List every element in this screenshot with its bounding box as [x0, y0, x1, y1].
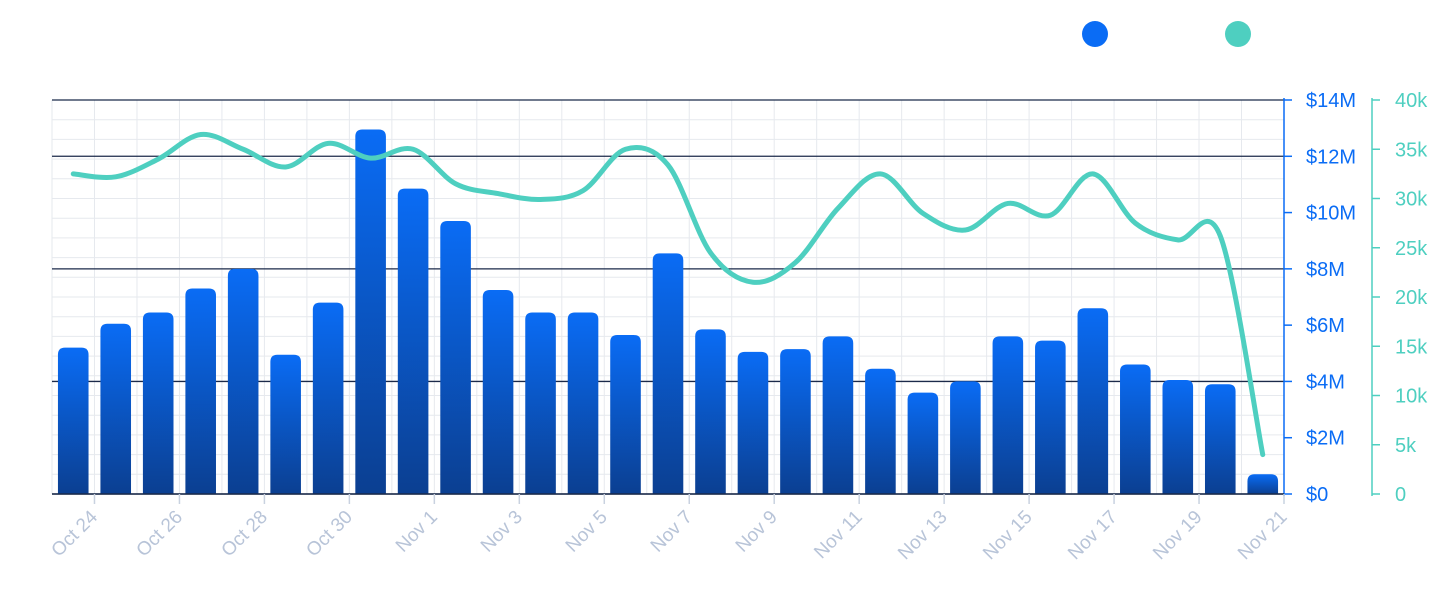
left-tick-label: $8M [1306, 259, 1345, 281]
bar[interactable] [780, 349, 811, 494]
bar[interactable] [950, 381, 981, 494]
bar[interactable] [525, 312, 556, 494]
right-tick-label: 20k [1395, 287, 1428, 309]
left-tick-label: $4M [1306, 371, 1345, 393]
bar[interactable] [1247, 474, 1279, 494]
x-axis: Oct 24 Oct 26 Oct 28 Oct 30 Nov 1 Nov 3 Nov 5 N… [48, 493, 1292, 564]
line-path[interactable] [70, 131, 1266, 458]
x-tick-label: Nov 21 [1234, 507, 1291, 564]
x-tick-label: Oct 28 [218, 507, 272, 561]
left-axis: $0 $2M $4M $6M $8M $10M $12M $14M [1283, 90, 1356, 506]
right-tick-label: 25k [1395, 238, 1428, 260]
bar[interactable] [1035, 340, 1066, 494]
x-tick-label: Nov 11 [810, 507, 866, 563]
right-tick-label: 35k [1395, 139, 1428, 161]
right-tick-label: 40k [1395, 90, 1428, 112]
left-tick-label: $12M [1306, 146, 1356, 168]
right-tick-label: 15k [1395, 336, 1428, 358]
bar[interactable] [440, 221, 471, 494]
line-series [70, 131, 1266, 458]
bar[interactable] [907, 392, 939, 494]
x-tick-label: Oct 30 [302, 507, 356, 561]
bar[interactable] [992, 336, 1024, 494]
x-tick-label: Oct 24 [48, 506, 103, 561]
x-tick-label: Nov 13 [894, 507, 951, 564]
x-tick-label: Nov 7 [647, 507, 697, 557]
legend-dot-series-2[interactable] [1225, 21, 1251, 47]
bar[interactable] [695, 329, 726, 494]
bar[interactable] [57, 347, 89, 494]
x-tick-label: Nov 15 [979, 507, 1036, 564]
right-tick-label: 30k [1395, 189, 1428, 211]
bar[interactable] [185, 288, 216, 494]
legend-dot-series-1[interactable] [1082, 21, 1108, 47]
left-tick-label: $6M [1306, 315, 1345, 337]
bar[interactable] [482, 289, 514, 494]
bar[interactable] [1077, 308, 1109, 494]
bar[interactable] [227, 268, 259, 494]
right-axis: 0 5k 10k 15k 20k 25k 30k 35k 40k [1371, 90, 1428, 506]
bar[interactable] [270, 354, 301, 494]
bar[interactable] [1120, 364, 1151, 494]
bar[interactable] [1204, 384, 1236, 494]
x-tick-label: Nov 1 [392, 507, 442, 557]
bar[interactable] [1162, 380, 1194, 494]
bar-series [57, 129, 1279, 495]
right-tick-label: 10k [1395, 386, 1428, 408]
left-tick-label: $14M [1306, 90, 1356, 112]
x-tick-label: Nov 19 [1149, 507, 1206, 564]
bar[interactable] [822, 336, 854, 494]
right-tick-label: 0 [1395, 484, 1406, 506]
bar[interactable] [100, 323, 132, 494]
bar[interactable] [865, 368, 896, 494]
left-tick-label: $10M [1306, 203, 1356, 225]
x-tick-label: Nov 5 [562, 507, 612, 557]
bar[interactable] [355, 129, 386, 495]
bar[interactable] [312, 302, 344, 494]
bar[interactable] [737, 351, 769, 494]
right-tick-label: 5k [1395, 435, 1417, 457]
bar[interactable] [397, 188, 429, 494]
bar[interactable] [142, 312, 174, 494]
bar[interactable] [652, 253, 684, 494]
x-tick-label: Nov 17 [1064, 507, 1121, 564]
bar[interactable] [610, 334, 641, 494]
left-tick-label: $2M [1306, 428, 1345, 450]
x-tick-label: Oct 26 [133, 507, 187, 561]
x-tick-label: Nov 3 [477, 507, 527, 557]
bar[interactable] [567, 312, 599, 494]
left-tick-label: $0 [1306, 484, 1328, 506]
x-tick-label: Nov 9 [732, 507, 782, 557]
